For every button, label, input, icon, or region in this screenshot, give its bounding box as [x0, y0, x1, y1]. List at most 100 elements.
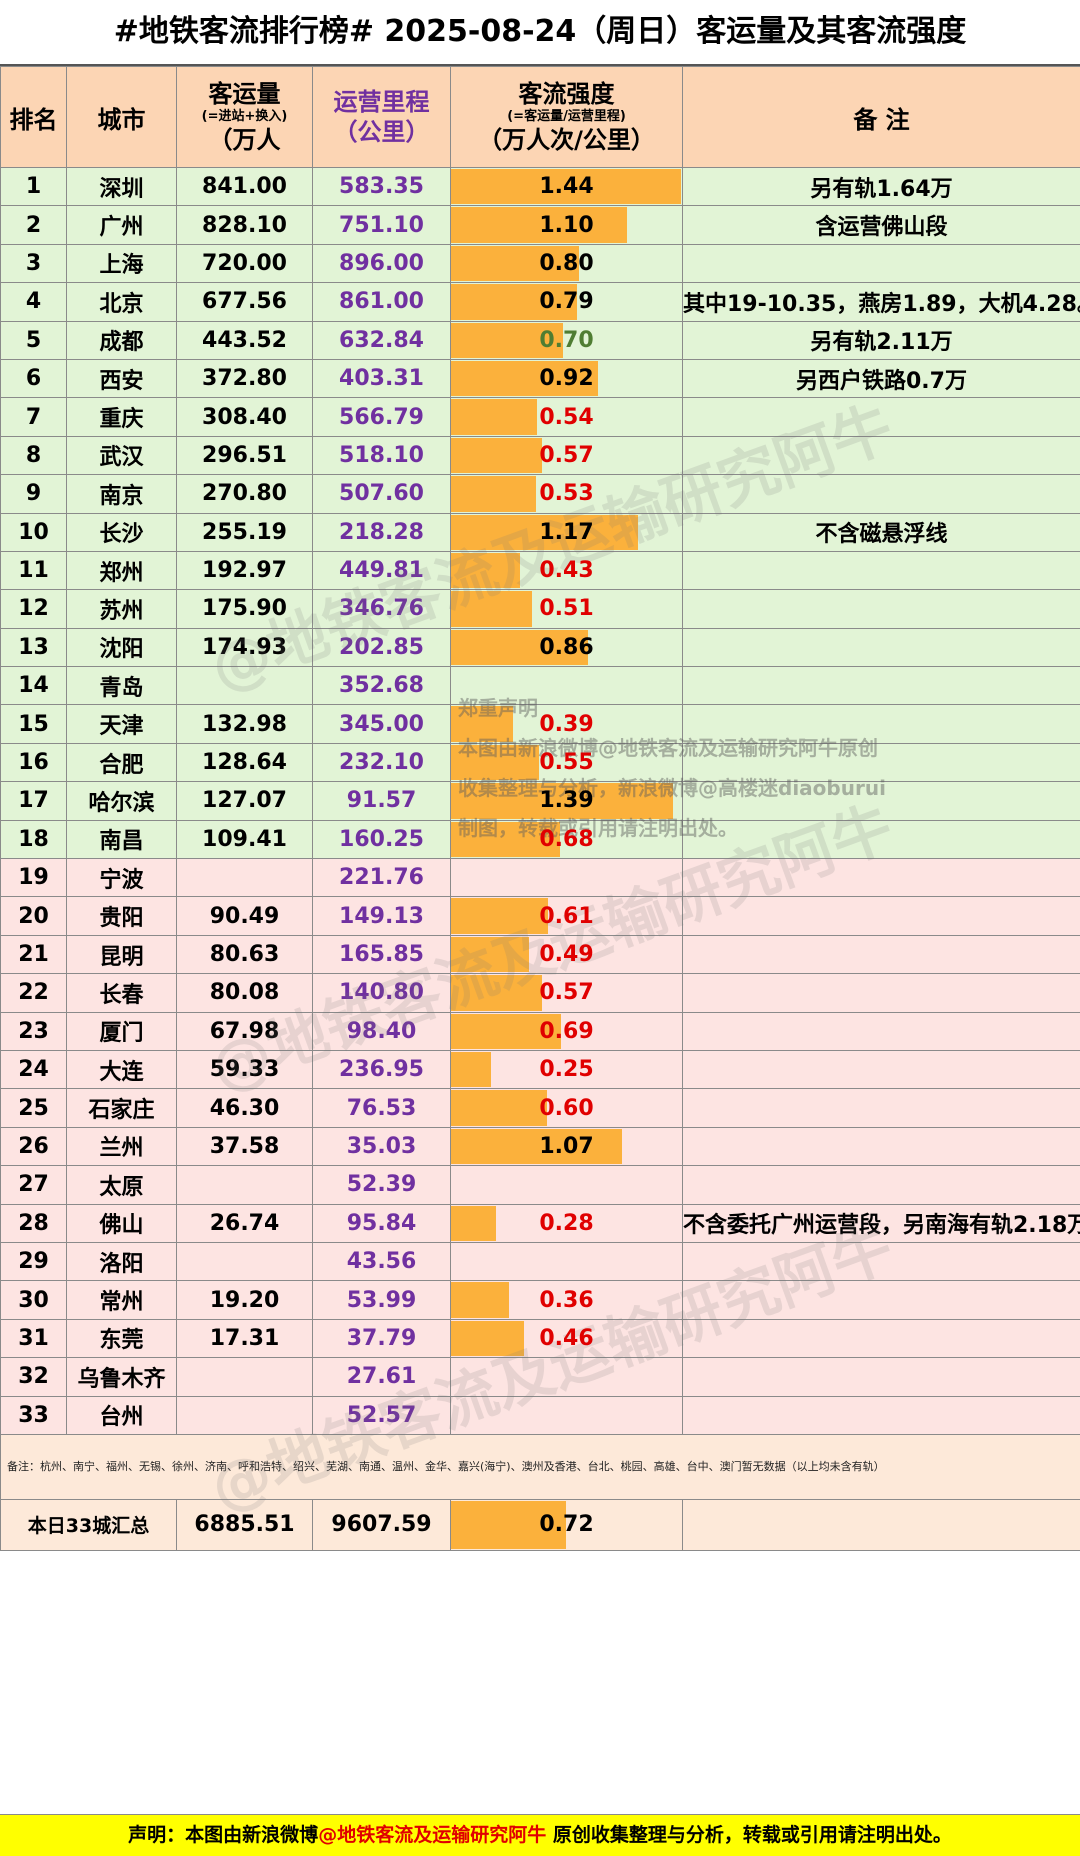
intensity-cell: 0.43	[451, 551, 683, 589]
rank-cell: 3	[1, 244, 67, 282]
rank-cell: 8	[1, 436, 67, 474]
rank-cell: 17	[1, 782, 67, 820]
intensity-cell: 0.28	[451, 1204, 683, 1242]
intensity-value: 1.39	[539, 788, 593, 813]
mileage-cell: 202.85	[313, 628, 451, 666]
intensity-bar	[451, 1206, 496, 1241]
note-cell	[683, 782, 1080, 820]
note-cell	[683, 743, 1080, 781]
mileage-cell: 160.25	[313, 820, 451, 858]
note-cell	[683, 897, 1080, 935]
intensity-value: 0.53	[539, 481, 593, 506]
intensity-cell: 0.80	[451, 244, 683, 282]
mileage-cell: 403.31	[313, 359, 451, 397]
volume-cell: 720.00	[177, 244, 313, 282]
note-cell	[683, 475, 1080, 513]
volume-cell: 308.40	[177, 398, 313, 436]
note-cell	[683, 935, 1080, 973]
intensity-bar	[451, 1282, 509, 1317]
intensity-value: 1.17	[539, 520, 593, 545]
city-cell: 长沙	[67, 513, 177, 551]
note-cell	[683, 1089, 1080, 1127]
intensity-value: 0.36	[539, 1288, 593, 1313]
note-cell	[683, 1166, 1080, 1204]
city-cell: 苏州	[67, 590, 177, 628]
intensity-bar	[451, 1321, 524, 1356]
mileage-cell: 43.56	[313, 1242, 451, 1280]
note-cell	[683, 1242, 1080, 1280]
note-cell	[683, 1319, 1080, 1357]
city-cell: 广州	[67, 206, 177, 244]
city-cell: 兰州	[67, 1127, 177, 1165]
volume-cell: 443.52	[177, 321, 313, 359]
city-cell: 乌鲁木齐	[67, 1358, 177, 1396]
mileage-cell: 140.80	[313, 974, 451, 1012]
city-cell: 深圳	[67, 168, 177, 206]
volume-cell: 372.80	[177, 359, 313, 397]
rank-cell: 28	[1, 1204, 67, 1242]
intensity-value: 0.60	[539, 1096, 593, 1121]
intensity-cell: 0.51	[451, 590, 683, 628]
mileage-cell: 218.28	[313, 513, 451, 551]
intensity-cell: 0.25	[451, 1050, 683, 1088]
mileage-cell: 236.95	[313, 1050, 451, 1088]
note-cell: 另西户铁路0.7万	[683, 359, 1080, 397]
volume-cell	[177, 667, 313, 705]
rank-cell: 1	[1, 168, 67, 206]
intensity-bar	[451, 476, 536, 511]
volume-cell: 841.00	[177, 168, 313, 206]
city-cell: 石家庄	[67, 1089, 177, 1127]
intensity-cell: 0.46	[451, 1319, 683, 1357]
rank-cell: 20	[1, 897, 67, 935]
volume-cell	[177, 1166, 313, 1204]
city-cell: 南昌	[67, 820, 177, 858]
city-cell: 北京	[67, 283, 177, 321]
city-cell: 昆明	[67, 935, 177, 973]
header-city: 城市	[67, 67, 177, 168]
intensity-value: 0.68	[539, 827, 593, 852]
intensity-cell: 0.57	[451, 974, 683, 1012]
table-header: 排名 城市 客运量 (=进站+换入) （万人 运营里程 （公里） 客流强度 (=…	[1, 67, 1080, 168]
city-cell: 青岛	[67, 667, 177, 705]
volume-cell: 128.64	[177, 743, 313, 781]
city-cell: 哈尔滨	[67, 782, 177, 820]
intensity-bar	[451, 591, 532, 626]
intensity-value: 1.10	[539, 213, 593, 238]
note-cell: 另有轨1.64万	[683, 168, 1080, 206]
intensity-cell: 0.70	[451, 321, 683, 359]
city-cell: 沈阳	[67, 628, 177, 666]
intensity-bar	[451, 399, 537, 434]
intensity-bar	[451, 898, 548, 933]
intensity-cell: 1.44	[451, 168, 683, 206]
note-cell	[683, 667, 1080, 705]
rank-cell: 7	[1, 398, 67, 436]
intensity-value: 0.57	[539, 443, 593, 468]
mileage-cell: 76.53	[313, 1089, 451, 1127]
rank-cell: 22	[1, 974, 67, 1012]
summary-label: 本日33城汇总	[1, 1499, 177, 1550]
volume-cell	[177, 1396, 313, 1434]
city-cell: 太原	[67, 1166, 177, 1204]
city-cell: 西安	[67, 359, 177, 397]
note-cell	[683, 705, 1080, 743]
intensity-cell: 0.61	[451, 897, 683, 935]
note-cell: 不含委托广州运营段，另南海有轨2.18万	[683, 1204, 1080, 1242]
intensity-cell: 0.57	[451, 436, 683, 474]
summary-volume: 6885.51	[177, 1499, 313, 1550]
header-mileage: 运营里程 （公里）	[313, 67, 451, 168]
